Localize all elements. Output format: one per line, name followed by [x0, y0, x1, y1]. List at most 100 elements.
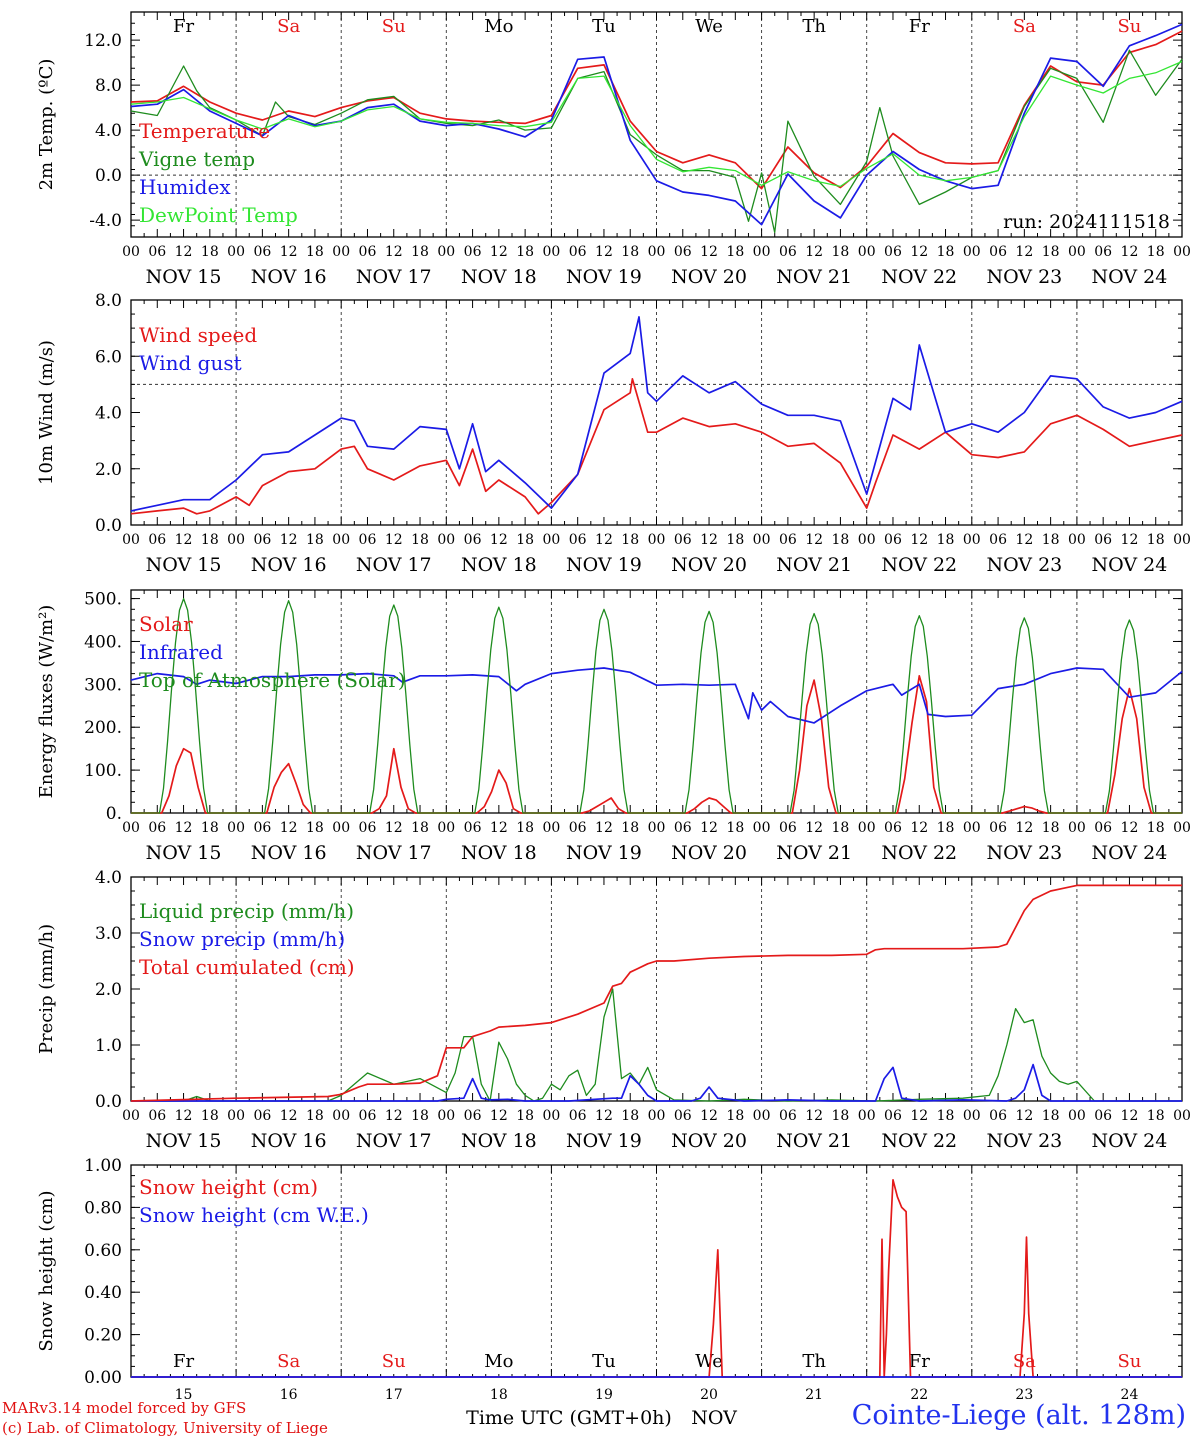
date-label: NOV 18	[461, 842, 537, 864]
legend-entry: Top of Atmosphere (Solar)	[139, 668, 406, 692]
day-number-label: 16	[280, 1387, 298, 1403]
hour-label: 00	[963, 244, 981, 260]
hour-label: 12	[805, 244, 823, 260]
date-label: NOV 24	[1092, 1130, 1168, 1152]
hour-label: 18	[306, 1108, 324, 1124]
series-line	[131, 674, 1182, 814]
hour-label: 18	[832, 1108, 850, 1124]
hour-label: 00	[858, 820, 876, 836]
hour-label: 18	[1042, 820, 1060, 836]
hour-label: 06	[253, 820, 271, 836]
hour-label: 06	[569, 244, 587, 260]
date-label: NOV 18	[461, 554, 537, 576]
hour-label: 00	[753, 532, 771, 548]
hour-label: 12	[595, 532, 613, 548]
y-tick-label: 100.	[84, 761, 122, 781]
hour-label: 00	[437, 820, 455, 836]
hour-label: 18	[832, 532, 850, 548]
hour-label: 00	[122, 244, 140, 260]
hour-label: 12	[385, 244, 403, 260]
date-label: NOV 15	[146, 842, 222, 864]
weekday-label: Su	[382, 16, 406, 37]
hour-label: 18	[937, 244, 955, 260]
hour-label: 06	[1094, 532, 1112, 548]
weekday-label: Fr	[173, 16, 194, 37]
hour-label: 06	[569, 820, 587, 836]
legend-entry: Liquid precip (mm/h)	[139, 899, 354, 923]
hour-label: 06	[464, 1108, 482, 1124]
date-label: NOV 20	[671, 266, 747, 288]
hour-label: 12	[1015, 244, 1033, 260]
hour-label: 06	[464, 820, 482, 836]
hour-label: 12	[1121, 1108, 1139, 1124]
hour-label: 12	[1121, 244, 1139, 260]
date-label: NOV 17	[356, 266, 432, 288]
date-label: NOV 21	[776, 266, 852, 288]
date-label: NOV 22	[881, 554, 957, 576]
day-number-label: 24	[1121, 1387, 1139, 1403]
hour-label: 18	[937, 532, 955, 548]
date-label: NOV 22	[881, 266, 957, 288]
hour-label: 12	[910, 820, 928, 836]
series-line	[130, 60, 1183, 188]
series-line	[130, 667, 1183, 724]
hour-label: 18	[1147, 1108, 1165, 1124]
hour-label: 18	[621, 1108, 639, 1124]
hour-label: 00	[122, 820, 140, 836]
hour-label: 06	[884, 532, 902, 548]
day-number-label: 18	[490, 1387, 508, 1403]
hour-label: 06	[1094, 244, 1112, 260]
hour-label: 00	[858, 1108, 876, 1124]
hour-label: 00	[648, 1108, 666, 1124]
panel-1: -4.0 0.0 4.0 8.0 12.0 2m Temp. (ºC) 00 06 12 18 00…	[36, 11, 1191, 288]
weekday-label: Mo	[484, 1351, 513, 1372]
date-label: NOV 22	[881, 842, 957, 864]
hour-label: 12	[385, 532, 403, 548]
hour-label: 18	[306, 244, 324, 260]
hour-label: 00	[227, 1108, 245, 1124]
hour-label: 06	[148, 820, 166, 836]
y-tick-label: 1.0	[95, 1036, 122, 1056]
date-label: NOV 23	[986, 266, 1062, 288]
hour-label: 06	[779, 532, 797, 548]
y-tick-label: 4.0	[95, 404, 122, 424]
hour-label: 00	[1068, 532, 1086, 548]
hour-label: 00	[963, 1108, 981, 1124]
hour-label: 18	[937, 1108, 955, 1124]
hour-label: 18	[726, 1108, 744, 1124]
date-label: NOV 17	[356, 842, 432, 864]
hour-label: 12	[1015, 1108, 1033, 1124]
y-tick-label: 0.0	[95, 166, 122, 186]
day-number-label: 23	[1015, 1387, 1033, 1403]
hour-label: 12	[595, 244, 613, 260]
hour-label: 06	[884, 244, 902, 260]
hour-label: 06	[253, 1108, 271, 1124]
hour-label: 12	[280, 1108, 298, 1124]
hour-label: 18	[201, 820, 219, 836]
day-number-label: 15	[175, 1387, 193, 1403]
y-tick-label: 8.0	[95, 291, 122, 311]
hour-label: 12	[910, 244, 928, 260]
legend-entry: Snow height (cm)	[139, 1175, 318, 1199]
hour-label: 00	[542, 532, 560, 548]
hour-label: 12	[175, 244, 193, 260]
weekday-label: Tu	[592, 16, 616, 37]
hour-label: 12	[1121, 532, 1139, 548]
legend-entry: Solar	[139, 612, 193, 636]
date-label: NOV 21	[776, 1130, 852, 1152]
hour-label: 18	[411, 532, 429, 548]
date-label: NOV 20	[671, 842, 747, 864]
hour-label: 00	[227, 532, 245, 548]
legend-entry: Infrared	[139, 640, 223, 664]
date-label: NOV 16	[251, 554, 327, 576]
legend-entry: Wind gust	[139, 351, 242, 375]
series-line	[131, 597, 1182, 814]
hour-label: 06	[359, 1108, 377, 1124]
hour-label: 00	[437, 532, 455, 548]
hour-label: 18	[516, 1108, 534, 1124]
date-label: NOV 18	[461, 1130, 537, 1152]
panel-2: 0.0 2.0 4.0 6.0 8.0 10m Wind (m/s) 00 06 12 18 00 0…	[36, 291, 1191, 576]
hour-label: 00	[332, 820, 350, 836]
weekday-label: Tu	[592, 1351, 616, 1372]
hour-label: 18	[1042, 532, 1060, 548]
